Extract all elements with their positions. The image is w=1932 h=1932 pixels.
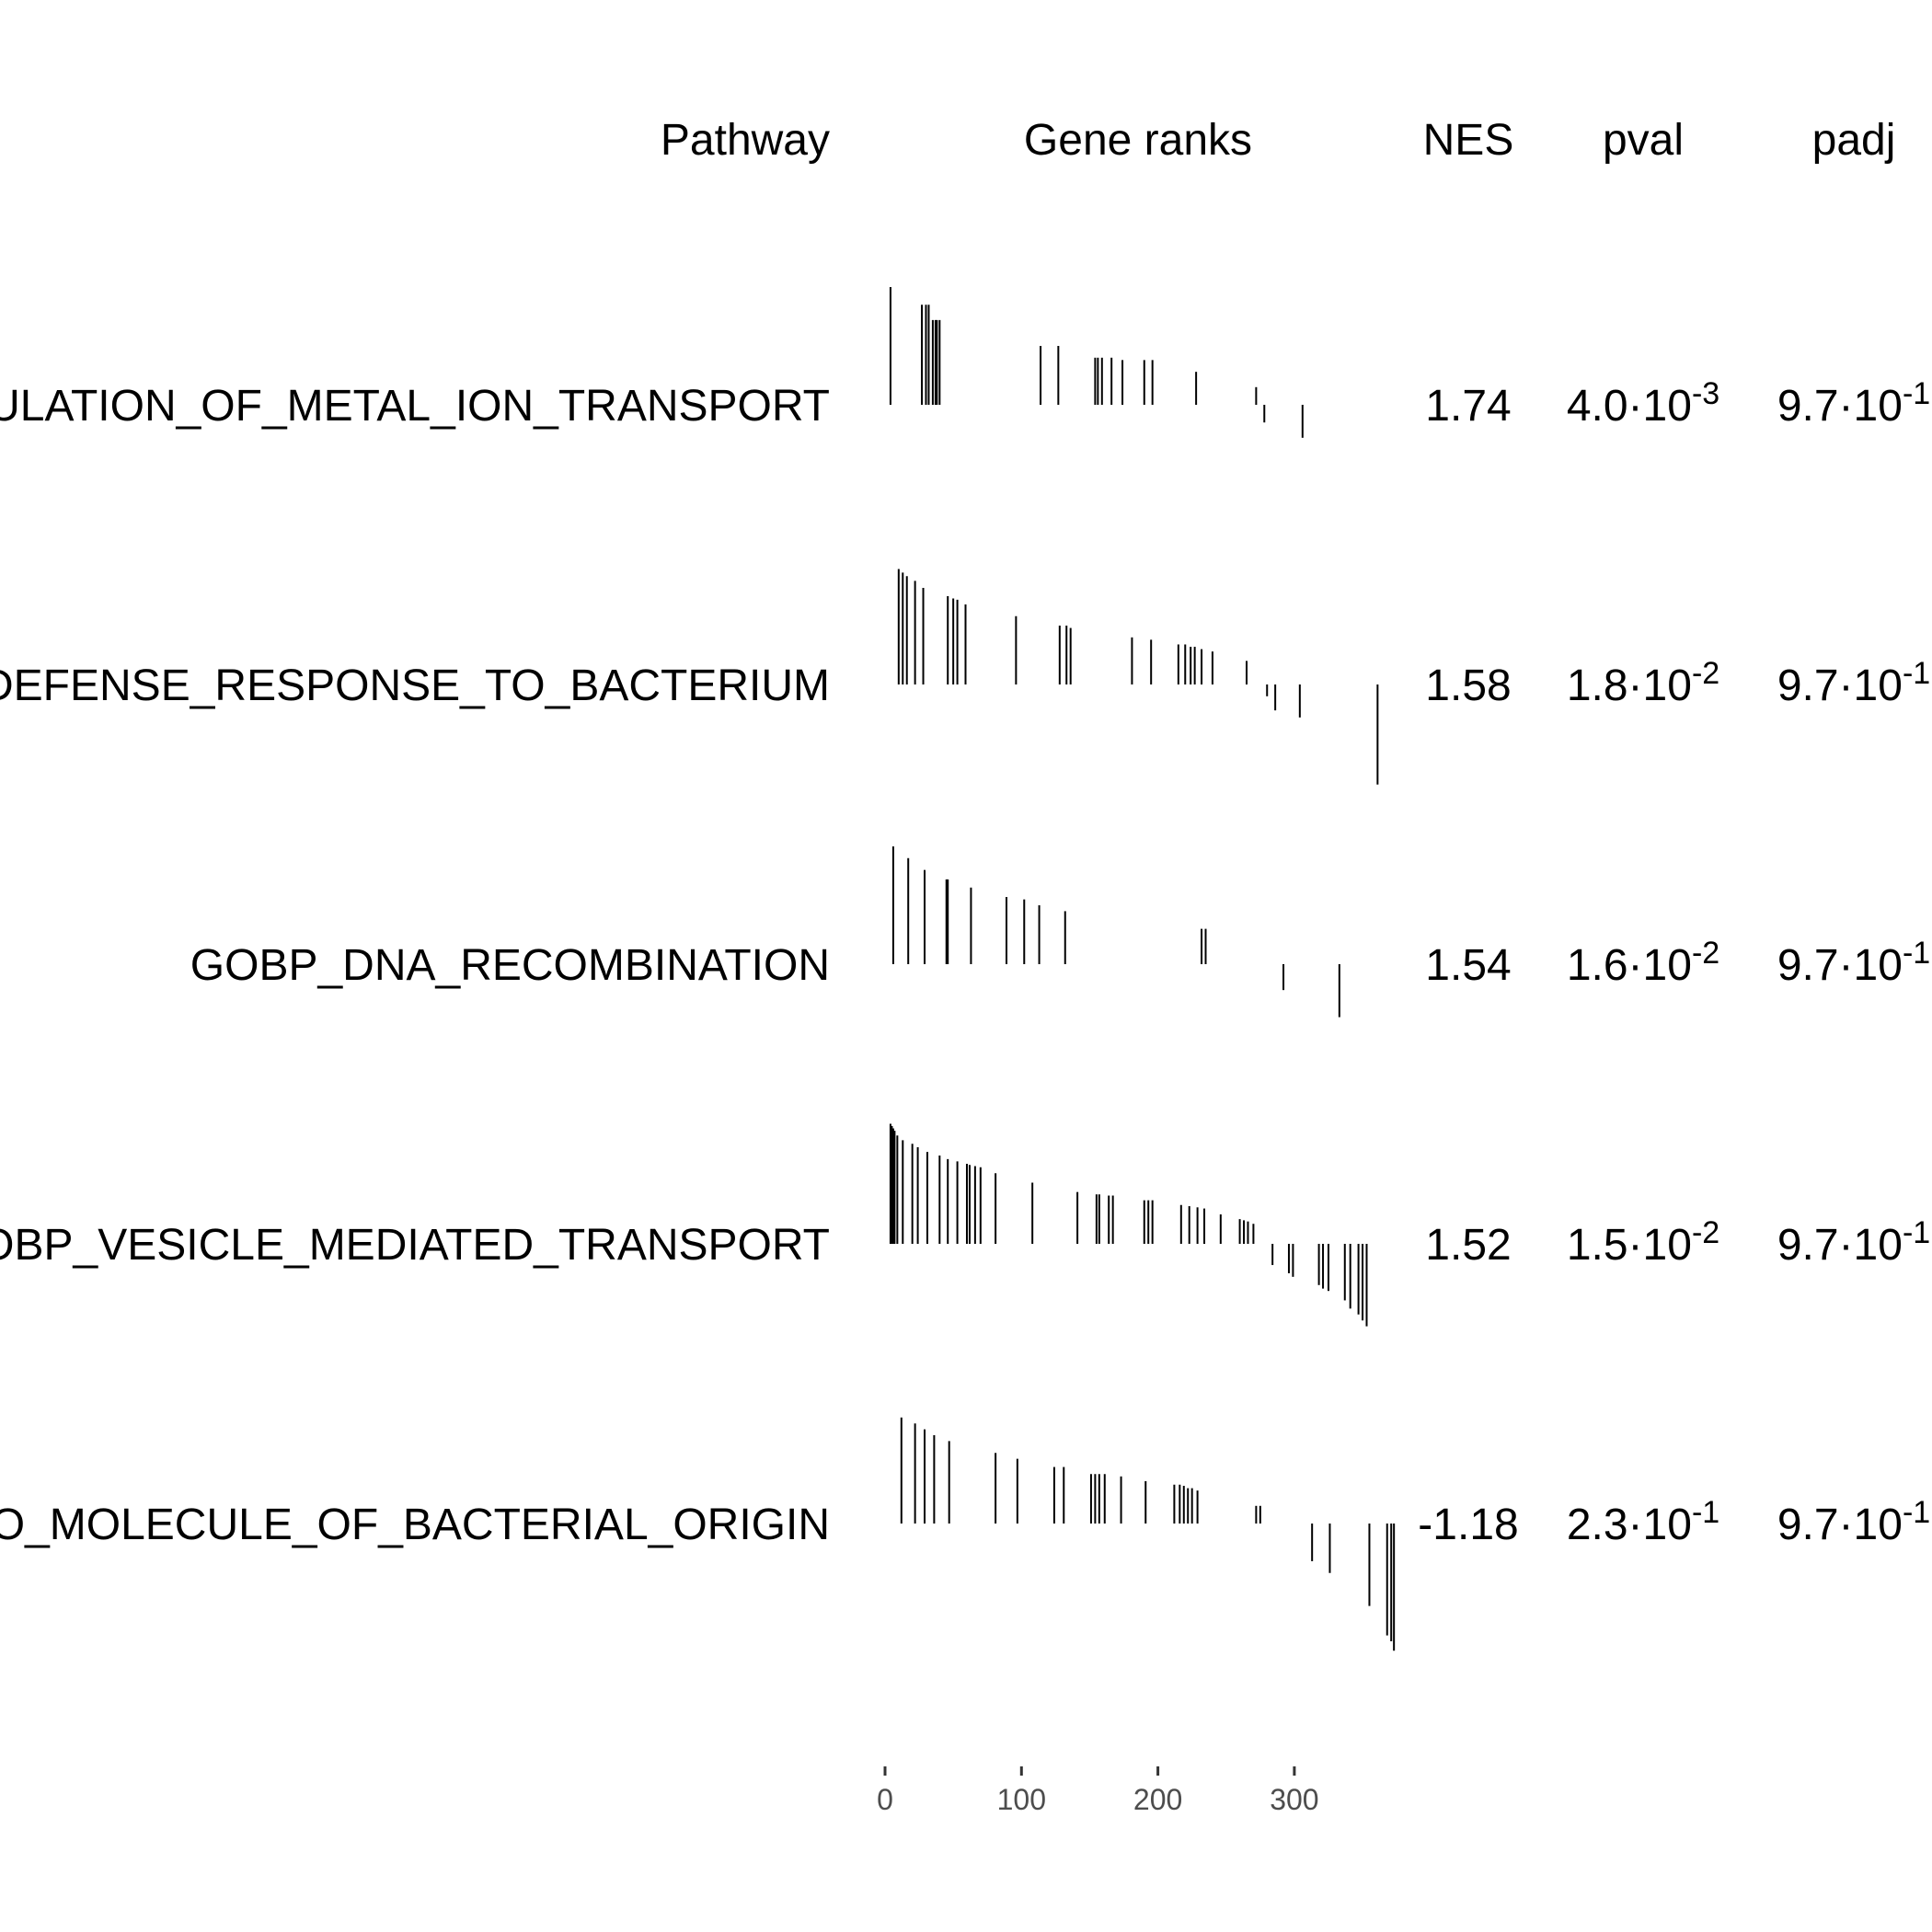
axis-tick-label: 300 bbox=[1270, 1783, 1318, 1816]
pathway-row: GOBP_DEFENSE_RESPONSE_TO_BACTERIUM 1.58 1.… bbox=[0, 569, 1930, 785]
pathway-label: GOBP_RESPONSE_TO_MOLECULE_OF_BACTERIAL_O… bbox=[0, 1501, 830, 1549]
padj-value-exponent: -1 bbox=[1903, 1495, 1930, 1530]
pathway-label: GOBP_POSITIVE_REGULATION_OF_METAL_ION_TR… bbox=[0, 382, 830, 431]
padj-value: 9.7·10-1 bbox=[1777, 936, 1930, 990]
column-headers: Pathway Gene ranks NES pval padj bbox=[661, 116, 1895, 165]
nes-value: 1.52 bbox=[1425, 1221, 1511, 1270]
pval-value-exponent: -3 bbox=[1692, 376, 1719, 411]
pathway-label: GOBP_VESICLE_MEDIATED_TRANSPORT bbox=[0, 1221, 830, 1270]
padj-value-exponent: -1 bbox=[1903, 656, 1930, 691]
nes-value: -1.18 bbox=[1418, 1501, 1518, 1549]
gene-rank-ticks bbox=[889, 287, 1304, 438]
header-pathway: Pathway bbox=[661, 116, 830, 165]
pval-value-exponent: -2 bbox=[1692, 656, 1719, 691]
pval-value-mantissa: 1.8·10 bbox=[1567, 661, 1692, 710]
gene-rank-ticks bbox=[900, 1417, 1396, 1651]
padj-value: 9.7·10-1 bbox=[1777, 1495, 1930, 1549]
pval-value-mantissa: 1.5·10 bbox=[1567, 1221, 1692, 1270]
padj-value-mantissa: 9.7·10 bbox=[1777, 661, 1903, 710]
gene-rank-ticks bbox=[891, 846, 1340, 1018]
pathway-row: GOBP_VESICLE_MEDIATED_TRANSPORT 1.52 1.5·1… bbox=[0, 1123, 1930, 1327]
padj-value-exponent: -1 bbox=[1903, 376, 1930, 411]
gene-rank-ticks bbox=[897, 569, 1379, 785]
pval-value: 2.3·10-1 bbox=[1567, 1495, 1719, 1549]
header-nes: NES bbox=[1423, 116, 1514, 165]
padj-value: 9.7·10-1 bbox=[1777, 1215, 1930, 1270]
padj-value: 9.7·10-1 bbox=[1777, 656, 1930, 710]
gene-rank-axis: 0 100 200 300 bbox=[877, 1766, 1319, 1816]
pval-value: 1.6·10-2 bbox=[1567, 936, 1719, 990]
padj-value: 9.7·10-1 bbox=[1777, 376, 1930, 431]
pval-value-exponent: -2 bbox=[1692, 936, 1719, 971]
padj-value-mantissa: 9.7·10 bbox=[1777, 941, 1903, 990]
pathway-row: GOBP_RESPONSE_TO_MOLECULE_OF_BACTERIAL_O… bbox=[0, 1417, 1930, 1651]
pathway-label: GOBP_DNA_RECOMBINATION bbox=[190, 941, 830, 990]
pval-value: 1.5·10-2 bbox=[1567, 1215, 1719, 1270]
pval-value-exponent: -1 bbox=[1692, 1495, 1719, 1530]
header-gene-ranks: Gene ranks bbox=[1024, 116, 1252, 165]
nes-value: 1.74 bbox=[1425, 382, 1511, 431]
padj-value-mantissa: 9.7·10 bbox=[1777, 1501, 1903, 1549]
pathway-label: GOBP_DEFENSE_RESPONSE_TO_BACTERIUM bbox=[0, 661, 830, 710]
header-pval: pval bbox=[1603, 116, 1684, 165]
padj-value-exponent: -1 bbox=[1903, 1215, 1930, 1250]
nes-value: 1.58 bbox=[1425, 661, 1511, 710]
pval-value-mantissa: 4.0·10 bbox=[1567, 382, 1692, 431]
axis-tick-label: 200 bbox=[1133, 1783, 1182, 1816]
header-padj: padj bbox=[1812, 116, 1896, 165]
pval-value-mantissa: 1.6·10 bbox=[1567, 941, 1692, 990]
pathway-row: GOBP_DNA_RECOMBINATION 1.54 1.6·10-2 9.7·10… bbox=[190, 846, 1930, 1018]
axis-tick-label: 0 bbox=[877, 1783, 893, 1816]
pathway-row: GOBP_POSITIVE_REGULATION_OF_METAL_ION_TR… bbox=[0, 287, 1930, 438]
nes-value: 1.54 bbox=[1425, 941, 1511, 990]
padj-value-mantissa: 9.7·10 bbox=[1777, 382, 1903, 431]
pval-value-mantissa: 2.3·10 bbox=[1567, 1501, 1692, 1549]
pval-value-exponent: -2 bbox=[1692, 1215, 1719, 1250]
pval-value: 4.0·10-3 bbox=[1567, 376, 1719, 431]
axis-tick-label: 100 bbox=[997, 1783, 1046, 1816]
padj-value-exponent: -1 bbox=[1903, 936, 1930, 971]
pathway-rows: GOBP_POSITIVE_REGULATION_OF_METAL_ION_TR… bbox=[0, 287, 1930, 1651]
padj-value-mantissa: 9.7·10 bbox=[1777, 1221, 1903, 1270]
pval-value: 1.8·10-2 bbox=[1567, 656, 1719, 710]
gene-rank-ticks bbox=[889, 1123, 1368, 1327]
